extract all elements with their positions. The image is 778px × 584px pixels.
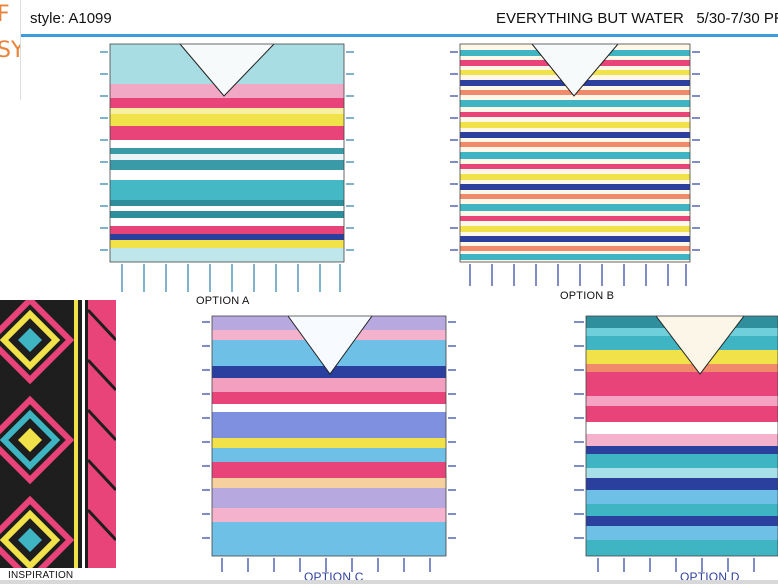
footer-divider (0, 580, 778, 584)
option-b-garment (444, 40, 706, 290)
page-header: F SY style: A1099 EVERYTHING BUT WATER 5… (0, 0, 778, 100)
logo-mark-top: F (0, 2, 10, 27)
option-a-label: OPTION A (196, 295, 250, 307)
customer-name: EVERYTHING BUT WATER (496, 10, 684, 27)
option-b-label: OPTION B (560, 290, 615, 302)
style-number: style: A1099 (30, 10, 112, 27)
logo-mark-bottom: SY (0, 38, 20, 63)
option-c-garment (198, 310, 460, 572)
inspiration-label: INSPIRATION (8, 570, 74, 581)
customer-and-dates: EVERYTHING BUT WATER 5/30-7/30 PR (496, 10, 778, 27)
delivery-dates: 5/30-7/30 PR (696, 10, 778, 27)
brand-logo: F SY (0, 0, 21, 100)
option-d-garment (572, 310, 778, 572)
inspiration-swatch (0, 300, 116, 568)
option-a-garment (96, 40, 358, 302)
